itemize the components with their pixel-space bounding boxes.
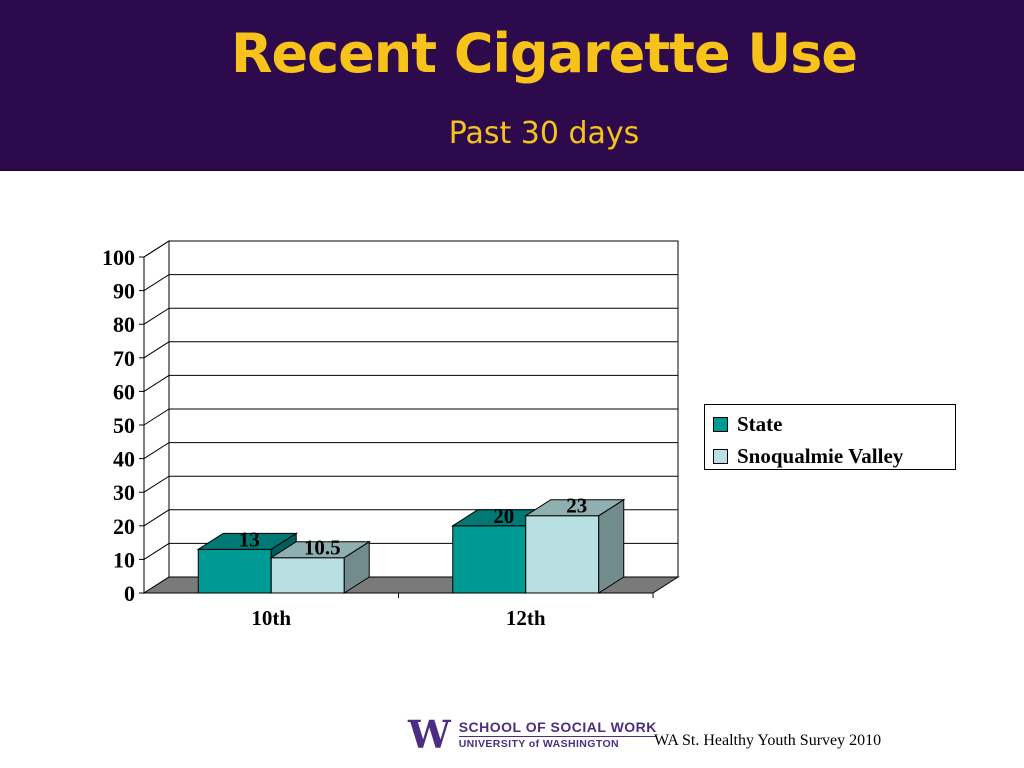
- y-tick-label: 30: [113, 480, 135, 505]
- bar-top-state-10th: [196, 532, 298, 550]
- gridline: [143, 341, 678, 359]
- legend-item-snoqualmie-valley: Snoqualmie Valley: [713, 443, 903, 469]
- y-tick-label: 60: [113, 379, 135, 404]
- slide-title: Recent Cigarette Use: [230, 22, 858, 85]
- legend-label-state: State: [737, 411, 783, 436]
- bar-state-12th: [452, 525, 527, 594]
- source-citation: WA St. Healthy Youth Survey 2010: [654, 732, 882, 749]
- chart-legend: State Snoqualmie Valley: [704, 404, 956, 470]
- legend-item-state: State: [713, 411, 783, 437]
- gridline: [143, 408, 678, 426]
- bar-top-snoqualmie-valley-10th: [269, 541, 371, 559]
- gridline: [143, 475, 678, 493]
- gridline: [143, 274, 678, 292]
- y-tick-label: 0: [124, 581, 135, 606]
- data-label: 13: [239, 527, 260, 551]
- gridline: [143, 240, 678, 258]
- y-tick-label: 70: [113, 346, 135, 371]
- legend-label-snoqualmie-valley: Snoqualmie Valley: [737, 443, 904, 468]
- data-label: 20: [493, 504, 514, 528]
- bar-snoqualmie-valley-12th: [525, 515, 600, 594]
- title-banner: Recent Cigarette Use Past 30 days: [0, 0, 1024, 171]
- data-label: 23: [566, 494, 587, 518]
- legend-swatch-state: [713, 416, 728, 432]
- legend-swatch-snoqualmie-valley: [713, 448, 728, 464]
- gridline: [143, 442, 678, 460]
- y-tick-label: 40: [113, 447, 135, 472]
- uw-school-of-social-work-logo: W SCHOOL OF SOCIAL WORK UNIVERSITY of WA…: [408, 712, 657, 757]
- x-tick-label: 10th: [251, 606, 291, 630]
- bar-top-snoqualmie-valley-12th: [524, 499, 626, 517]
- slide-subtitle: Past 30 days: [448, 116, 640, 151]
- uw-w-logo-icon: W: [408, 712, 451, 757]
- logo-university-name: UNIVERSITY of WASHINGTON: [458, 737, 619, 750]
- y-tick-label: 20: [113, 514, 135, 539]
- logo-school-name: SCHOOL OF SOCIAL WORK: [458, 718, 657, 737]
- bar-state-10th: [197, 548, 272, 594]
- y-tick-label: 100: [102, 245, 135, 270]
- x-tick-label: 12th: [506, 606, 546, 630]
- y-tick-label: 10: [113, 547, 135, 572]
- bar-snoqualmie-valley-10th: [270, 557, 345, 594]
- y-tick-label: 50: [113, 413, 135, 438]
- y-tick-label: 80: [113, 312, 135, 337]
- data-label: 10.5: [304, 536, 341, 560]
- gridline: [143, 307, 678, 325]
- gridline: [143, 374, 678, 392]
- y-tick-label: 90: [113, 279, 135, 304]
